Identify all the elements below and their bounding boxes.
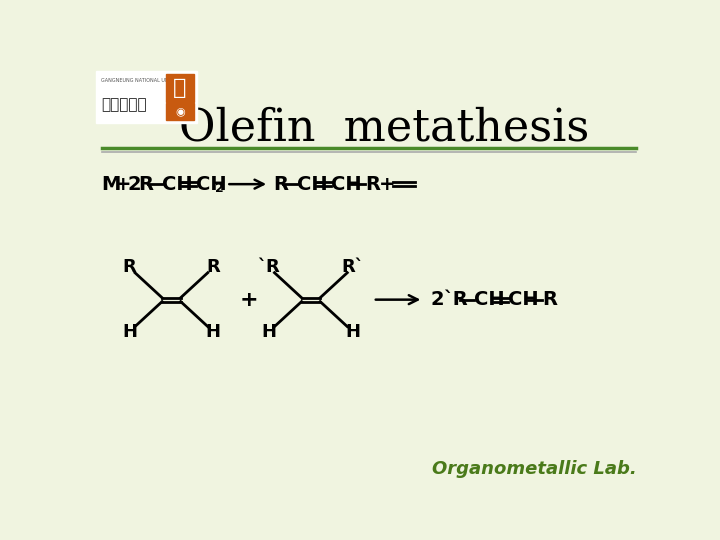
- Text: H: H: [345, 323, 360, 341]
- FancyBboxPatch shape: [166, 103, 194, 120]
- Text: `R: `R: [258, 258, 280, 276]
- Text: CH: CH: [474, 290, 504, 309]
- Text: R: R: [122, 258, 136, 276]
- Text: Organometallic Lab.: Organometallic Lab.: [431, 460, 636, 478]
- Text: CH: CH: [297, 174, 328, 194]
- Text: H: H: [206, 323, 221, 341]
- Text: +: +: [379, 174, 395, 194]
- Text: CH: CH: [196, 174, 227, 194]
- Text: 回: 回: [174, 78, 186, 98]
- Text: CH: CH: [331, 174, 361, 194]
- Text: +: +: [114, 174, 131, 194]
- FancyBboxPatch shape: [166, 74, 194, 102]
- Text: M: M: [101, 174, 120, 194]
- Text: CH: CH: [508, 290, 539, 309]
- Text: R: R: [207, 258, 220, 276]
- Text: GANGNEUNG NATIONAL UNIVERSITY: GANGNEUNG NATIONAL UNIVERSITY: [101, 78, 191, 83]
- Text: 2: 2: [215, 181, 223, 194]
- Text: 강릉대학교: 강릉대학교: [101, 97, 146, 112]
- Text: +: +: [240, 289, 258, 309]
- Text: R: R: [138, 174, 153, 194]
- Text: H: H: [122, 323, 137, 341]
- Text: H: H: [261, 323, 276, 341]
- Text: R`: R`: [341, 258, 364, 276]
- Text: ◉: ◉: [175, 107, 185, 117]
- Text: R: R: [365, 174, 380, 194]
- Text: CH: CH: [162, 174, 193, 194]
- Text: R: R: [542, 290, 557, 309]
- Text: 2: 2: [431, 290, 445, 309]
- Text: 2: 2: [127, 174, 141, 194]
- Text: Olefin  metathesis: Olefin metathesis: [179, 106, 590, 150]
- FancyBboxPatch shape: [96, 71, 197, 123]
- Text: R: R: [273, 174, 288, 194]
- Text: `R: `R: [443, 290, 467, 309]
